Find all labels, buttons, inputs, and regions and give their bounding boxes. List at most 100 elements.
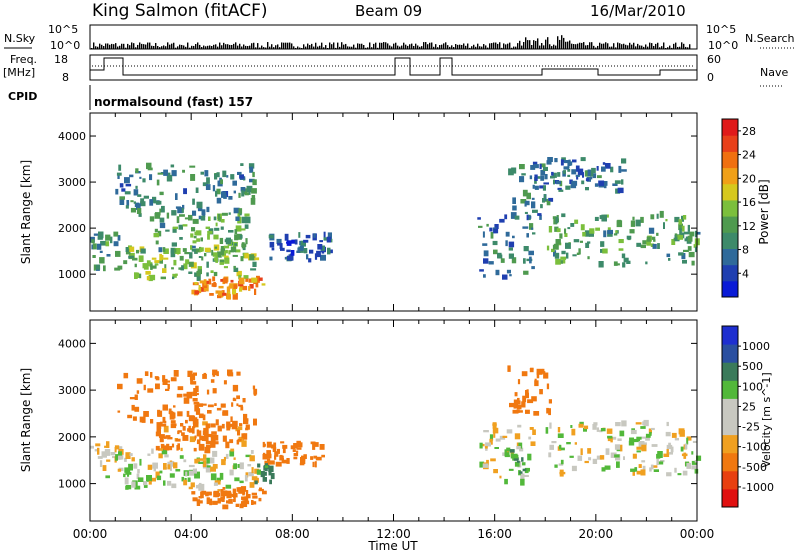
data-cell [249,455,255,462]
colorbar-tick-label: 28 [742,125,756,138]
data-cell [579,421,584,426]
data-cell [214,403,217,406]
y-tick-label: 2000 [58,222,86,235]
nsky-bar [563,37,565,49]
data-cell [210,436,216,443]
data-cell [159,191,164,196]
nsky-bar [279,47,281,49]
data-cell [520,199,527,204]
data-cell [208,216,211,221]
data-cell [682,259,687,264]
data-cell [523,474,529,477]
nsky-bar [623,43,625,49]
data-cell [177,386,184,391]
data-cell [232,284,238,289]
data-cell [646,239,651,246]
data-cell [195,484,201,489]
data-cell [188,415,195,422]
data-cell [576,175,579,180]
nsky-bar [579,42,581,49]
data-cell [614,454,620,458]
data-cell [532,232,536,235]
data-cell [170,164,175,168]
data-cell [236,439,240,445]
data-cell [581,180,585,185]
nsky-bar [633,42,635,49]
data-cell [596,427,599,432]
data-cell [117,410,121,413]
nsky-bar [179,44,181,49]
data-cell [228,423,235,427]
data-cell [167,464,171,470]
data-cell [638,464,642,468]
data-cell [207,230,213,234]
data-cell [256,275,260,283]
data-cell [200,215,206,221]
data-cell [157,409,161,416]
data-cell [295,450,299,453]
data-cell [323,231,326,239]
data-cell [159,222,166,229]
data-cell [194,471,200,479]
nsky-bar [171,43,173,49]
data-cell [516,446,521,450]
data-cell [602,162,606,165]
data-cell [106,254,111,257]
nsky-bar [541,43,543,49]
data-cell [678,219,682,225]
data-cell [233,265,236,269]
nave-tick-low: 0 [707,71,714,84]
nsky-bar [373,43,375,49]
data-cell [232,288,237,295]
data-cell [226,492,232,499]
colorbar-tick-label: 1000 [742,340,770,353]
data-cell [213,482,218,486]
data-cell [175,438,181,442]
nsky-bar [509,42,511,49]
data-cell [248,189,251,195]
data-cell [99,257,105,264]
data-cell [123,260,128,265]
data-cell [575,165,580,172]
data-cell [193,420,199,427]
data-cell [249,166,254,173]
data-cell [158,453,163,459]
data-cell [183,479,188,486]
data-cell [663,222,665,229]
data-cell [536,371,540,379]
data-cell [152,265,157,269]
data-cell [183,393,189,397]
data-cell [188,271,193,274]
data-cell [149,216,155,222]
data-cell [190,174,196,181]
nsky-bar [507,43,509,49]
data-cell [610,436,613,443]
data-cell [223,245,230,249]
data-cell [601,467,606,472]
data-cell [127,414,133,419]
data-cell [183,263,188,270]
data-cell [217,425,222,432]
data-cell [151,274,156,281]
data-cell [689,231,695,237]
data-cell [482,463,489,468]
data-cell [618,165,622,173]
data-cell [663,453,670,457]
data-cell [206,177,210,184]
data-cell [175,469,181,472]
data-cell [683,249,689,252]
data-cell [197,266,202,271]
data-cell [640,469,646,476]
velocity-y-axis-label: Slant Range [km] [19,368,33,472]
data-cell [489,434,494,441]
data-cell [657,461,664,465]
data-cell [561,250,566,255]
data-cell [249,284,254,289]
nsky-bar [151,45,153,49]
colorbar-swatch [722,199,738,217]
data-cell [235,216,240,221]
data-cell [251,467,254,474]
data-cell [497,252,502,258]
data-cell [225,484,232,489]
nsky-bar [665,47,667,49]
